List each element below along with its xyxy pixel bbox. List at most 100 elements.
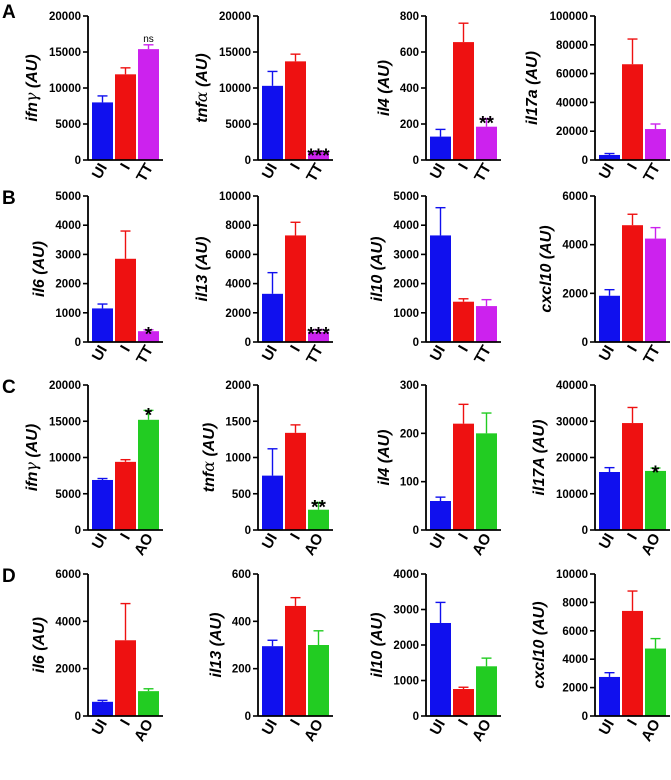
y-axis-title-gene: cxcl10	[538, 264, 555, 313]
category-label: UI	[427, 717, 449, 738]
bar-tt	[308, 152, 329, 160]
y-tick-label: 0	[413, 155, 419, 167]
y-axis-title-unit: (AU)	[208, 613, 225, 651]
chart-1: UI Ins TT 0 5000 10000 15000 20000 ifnγ (AU)	[22, 11, 163, 185]
significance-marker: ***	[307, 325, 330, 346]
bar-i	[285, 432, 306, 530]
bar-i	[115, 640, 136, 716]
y-axis-title: ifnγ (AU)	[22, 424, 41, 491]
category-label: AO	[131, 716, 157, 744]
y-axis-title-gene: il6	[31, 279, 48, 297]
bar-ao	[645, 470, 666, 530]
y-tick-label: 0	[245, 337, 251, 349]
y-axis-title-unit: (AU)	[524, 51, 541, 89]
y-tick-label: 0	[75, 155, 81, 167]
y-axis-title-unit: (AU)	[24, 54, 41, 92]
y-axis-title-gene: il6	[31, 655, 48, 673]
bar-tt	[138, 49, 159, 161]
bar-i	[453, 301, 474, 342]
category-label: I	[455, 161, 472, 173]
y-axis-title-gene: il10	[369, 275, 386, 302]
y-axis-title-greek: α	[192, 91, 211, 102]
y-tick-label: 2000	[225, 308, 251, 320]
y-axis-title-unit: (AU)	[194, 237, 211, 275]
category-label: UI	[427, 531, 449, 552]
y-axis-title-unit: (AU)	[376, 429, 393, 467]
category-label: UI	[596, 161, 618, 182]
y-tick-label: 10000	[219, 83, 251, 95]
significance-marker: **	[311, 497, 326, 518]
y-tick-label: 20000	[49, 380, 81, 392]
y-tick-label: 1000	[55, 308, 81, 320]
y-tick-label: 4000	[55, 616, 81, 628]
bar-ui	[92, 479, 113, 530]
category-label: AO	[301, 530, 327, 558]
y-axis-title: tnfα (AU)	[199, 423, 218, 492]
bar-ui	[92, 701, 113, 716]
chart-7: UI I TT 0 1000 2000 3000 4000 5000 il10 (AU)	[369, 191, 501, 367]
y-axis-title-gene: il13	[194, 275, 211, 302]
y-tick-label: 0	[245, 525, 251, 537]
y-tick-label: 60000	[556, 69, 588, 81]
bar-i	[453, 689, 474, 716]
bar-i	[622, 423, 643, 530]
category-label: I	[117, 717, 134, 729]
bar-ui	[599, 154, 620, 160]
y-axis-title-gene: il4	[376, 98, 393, 116]
bar-i	[285, 235, 306, 342]
y-tick-label: 2000	[562, 683, 588, 695]
y-tick-label: 10000	[556, 569, 588, 581]
category-label: UI	[596, 531, 618, 552]
y-tick-label: 1000	[393, 676, 419, 688]
bar-ui	[92, 102, 113, 160]
category-label: TT	[640, 161, 664, 185]
y-axis-title: cxcl10 (AU)	[538, 225, 555, 312]
y-tick-label: 15000	[49, 47, 81, 59]
bar-ao	[645, 648, 666, 716]
y-tick-label: 1000	[225, 453, 251, 465]
y-tick-label: 5000	[393, 191, 419, 203]
y-axis-title-gene: ifn	[24, 102, 41, 122]
chart-16: UI IAO 0 2000 4000 6000 8000 10000 cxcl10 (AU)	[531, 569, 670, 744]
category-label: UI	[259, 343, 281, 364]
y-tick-label: 5000	[55, 489, 81, 501]
y-tick-label: 2000	[393, 279, 419, 291]
category-label: UI	[259, 161, 281, 182]
y-tick-label: 0	[75, 337, 81, 349]
y-tick-label: 5000	[55, 119, 81, 131]
y-tick-label: 0	[582, 711, 588, 723]
chart-10: UI I ** AO 0 500 1000 1500 2000 tnfα (AU)	[199, 380, 333, 558]
y-axis-title: cxcl10 (AU)	[531, 601, 548, 688]
category-label: I	[624, 717, 641, 729]
category-label: UI	[89, 343, 111, 364]
y-axis-title-gene: il13	[208, 651, 225, 678]
y-tick-label: 4000	[562, 240, 588, 252]
bar-ao	[476, 666, 497, 716]
y-tick-label: 1500	[225, 416, 251, 428]
category-label: UI	[259, 531, 281, 552]
y-tick-label: 2000	[562, 288, 588, 300]
y-axis-title-unit: (AU)	[369, 613, 386, 651]
category-label: TT	[133, 343, 157, 367]
category-label: I	[624, 343, 641, 355]
bar-ui	[430, 622, 451, 716]
category-label: I	[624, 161, 641, 173]
bar-ui	[430, 136, 451, 160]
chart-2: UI I ***TT 0 5000 10000 15000 20000 tnfα (AU)	[192, 11, 333, 185]
bar-ao	[138, 691, 159, 716]
y-tick-label: 0	[245, 155, 251, 167]
y-tick-label: 20000	[219, 11, 251, 23]
y-tick-label: 2000	[55, 279, 81, 291]
category-label: TT	[640, 343, 664, 367]
category-label: TT	[303, 161, 327, 185]
y-tick-label: 3000	[393, 605, 419, 617]
category-label: I	[117, 161, 134, 173]
y-axis-title-unit: (AU)	[538, 225, 555, 263]
bar-ui	[599, 676, 620, 716]
category-label: AO	[469, 530, 495, 558]
y-tick-label: 100	[400, 477, 419, 489]
bar-ao	[476, 433, 497, 530]
y-axis-title: il6 (AU)	[31, 617, 48, 673]
y-axis-title: il13 (AU)	[208, 613, 225, 678]
